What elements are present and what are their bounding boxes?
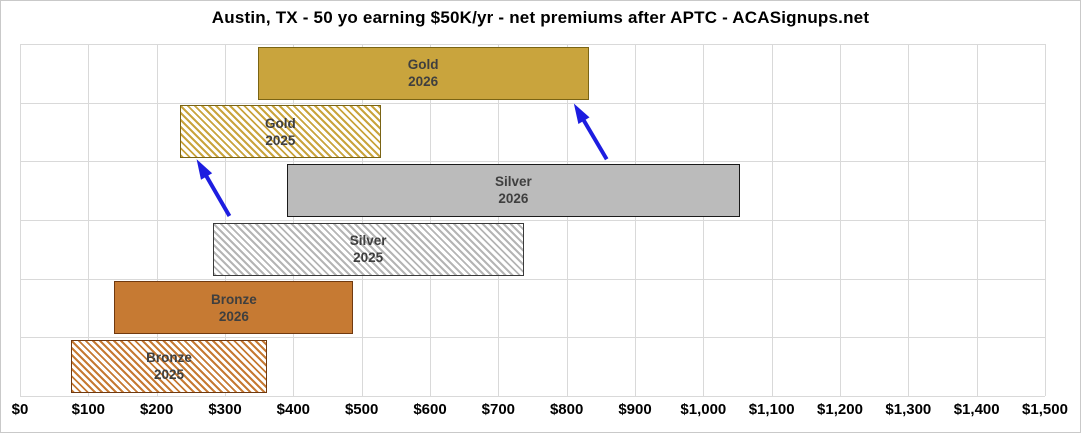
bar-label-metal: Bronze [146,350,192,366]
plot-area: Gold 2026 Gold 2025 Silver 2026 Silver 2025 Bron… [20,44,1046,397]
gridline-row-4 [20,278,1045,280]
chart-title: Austin, TX - 50 yo earning $50K/yr - net… [211,8,870,27]
x-tick-label: $300 [208,401,242,418]
x-tick-label: $700 [481,401,516,418]
bar-bronze-2026: Bronze 2026 [114,281,354,335]
bar-label-metal: Silver [494,174,532,190]
x-tick-label: $1,400 [953,401,1000,418]
gridline-row-3 [20,220,1045,221]
x-tick-label: $0 [11,401,29,418]
bar-label-year: 2026 [498,191,529,207]
bar-label-year: 2025 [153,367,184,383]
bar-silver-2026: Silver 2026 [287,163,740,217]
bar-bronze-2025: Bronze 2025 [71,339,267,393]
x-tick-label: $800 [549,401,584,418]
x-tick-label: $900 [618,401,652,418]
bar-label-year: 2026 [408,74,439,89]
gridline-row-1 [20,102,1045,104]
x-tick-label: $200 [139,401,174,418]
bar-label-year: 2025 [353,250,384,265]
bar-label-metal: Gold [264,115,296,131]
x-tick-label: $600 [413,401,447,418]
bar-gold-2025: Gold 2025 [179,105,381,159]
bar-label-metal: Bronze [210,291,257,307]
x-tick-label: $400 [276,401,311,418]
bar-gold-2026: Gold 2026 [257,46,589,100]
x-tick-label: $100 [71,401,106,418]
bar-label-metal: Gold [407,57,439,72]
x-tick-label: $1,000 [680,401,727,418]
bar-label-metal: Silver [349,233,387,248]
bar-label-year: 2026 [218,308,249,324]
gridline-row-6 [20,396,1045,397]
gridline-x-$1,500 [1045,44,1046,396]
gridline-row-5 [20,337,1045,339]
x-tick-label: $1,200 [817,401,863,418]
x-tick-label: $1,100 [748,401,795,418]
x-tick-label: $500 [344,401,379,418]
gridline-row-2 [20,161,1045,163]
gridline-row-0 [20,44,1045,45]
bar-label-year: 2025 [265,132,296,148]
x-tick-label: $1,300 [885,401,932,418]
x-axis: $0 $100 $200 $300 $400 $500 $600 $700 $800 $900 $1… [12,401,1068,425]
x-tick-label: $1,500 [1022,401,1068,418]
bar-silver-2025: Silver 2025 [212,222,524,276]
